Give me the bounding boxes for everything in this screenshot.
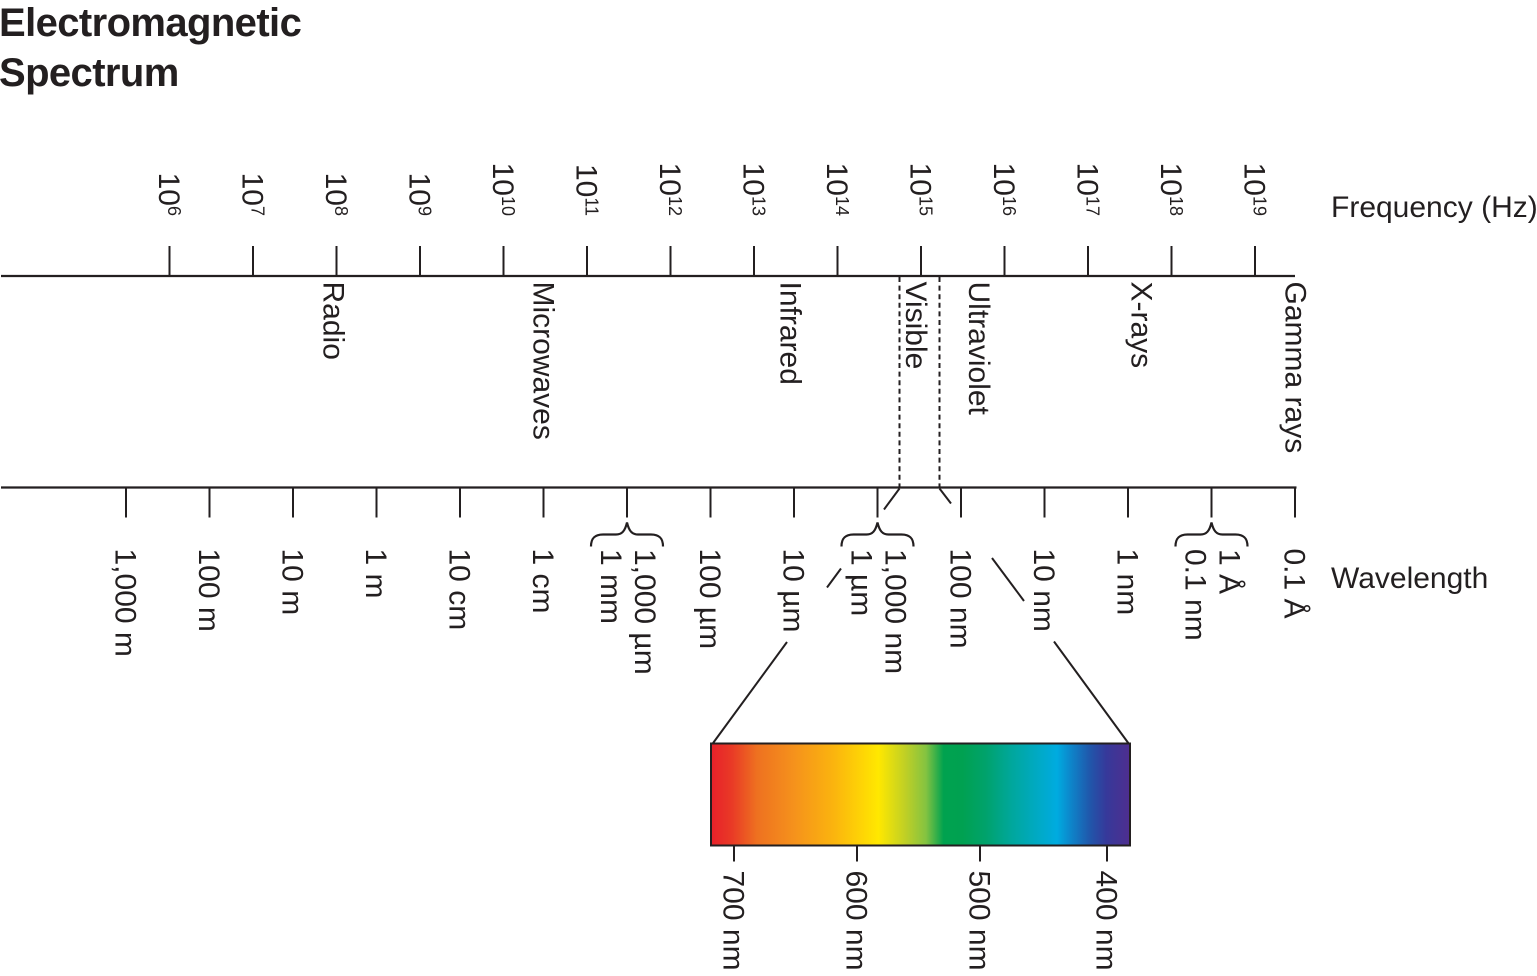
svg-text:10 µm: 10 µm: [777, 549, 810, 633]
svg-text:1014: 1014: [820, 163, 853, 216]
svg-text:Gamma rays: Gamma rays: [1279, 282, 1312, 454]
svg-text:109: 109: [403, 173, 436, 216]
svg-text:1 µm: 1 µm: [845, 549, 878, 616]
svg-text:700 nm: 700 nm: [717, 871, 750, 971]
svg-text:1,000 µm: 1,000 µm: [628, 549, 661, 675]
svg-text:Radio: Radio: [317, 282, 350, 360]
svg-text:100 m: 100 m: [192, 549, 225, 632]
svg-text:107: 107: [236, 173, 269, 216]
svg-text:1 mm: 1 mm: [594, 549, 627, 624]
svg-text:100 nm: 100 nm: [944, 549, 977, 649]
svg-text:600 nm: 600 nm: [840, 871, 873, 971]
svg-text:1 m: 1 m: [359, 549, 392, 599]
svg-text:X-rays: X-rays: [1125, 282, 1158, 369]
svg-text:0.1 nm: 0.1 nm: [1179, 549, 1212, 641]
svg-text:1 cm: 1 cm: [526, 549, 559, 614]
svg-text:100 µm: 100 µm: [693, 549, 726, 650]
svg-text:Ultraviolet: Ultraviolet: [962, 282, 995, 416]
svg-text:1 nm: 1 nm: [1111, 549, 1144, 616]
svg-text:1010: 1010: [486, 163, 519, 216]
svg-text:1018: 1018: [1154, 163, 1187, 216]
svg-text:Wavelength: Wavelength: [1331, 562, 1488, 595]
svg-text:1015: 1015: [904, 163, 937, 216]
svg-text:Visible: Visible: [899, 282, 932, 370]
svg-text:500 nm: 500 nm: [963, 871, 996, 971]
svg-text:Infrared: Infrared: [774, 282, 807, 385]
svg-text:1013: 1013: [737, 163, 770, 216]
svg-text:1,000 nm: 1,000 nm: [879, 549, 912, 674]
svg-text:1016: 1016: [987, 163, 1020, 216]
svg-text:1012: 1012: [653, 163, 686, 216]
svg-text:106: 106: [152, 173, 185, 216]
svg-text:1017: 1017: [1071, 163, 1104, 216]
svg-text:10 cm: 10 cm: [443, 549, 476, 631]
svg-text:Frequency (Hz): Frequency (Hz): [1331, 191, 1537, 224]
svg-text:0.1 Å: 0.1 Å: [1278, 549, 1311, 619]
svg-text:Microwaves: Microwaves: [527, 282, 560, 440]
svg-text:1,000 m: 1,000 m: [109, 549, 142, 657]
svg-text:1011: 1011: [570, 164, 603, 216]
svg-text:400 nm: 400 nm: [1090, 871, 1123, 971]
svg-text:108: 108: [319, 173, 352, 216]
svg-text:1019: 1019: [1238, 163, 1271, 216]
svg-text:10 m: 10 m: [276, 549, 309, 616]
svg-text:Electromagnetic: Electromagnetic: [0, 1, 302, 45]
svg-text:Spectrum: Spectrum: [0, 51, 179, 95]
svg-text:1 Å: 1 Å: [1213, 549, 1246, 594]
svg-text:10 nm: 10 nm: [1027, 549, 1060, 632]
